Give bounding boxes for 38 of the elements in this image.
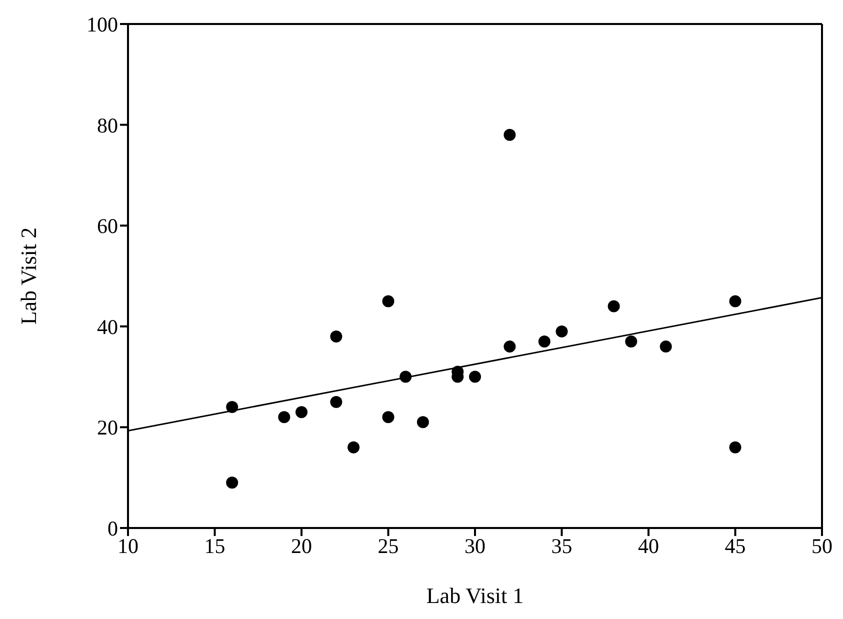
- y-tick-label: 60: [97, 214, 118, 238]
- x-tick-label: 35: [551, 534, 572, 558]
- point: [538, 336, 550, 348]
- y-axis-title: Lab Visit 2: [16, 227, 41, 325]
- x-tick-label: 20: [291, 534, 312, 558]
- point: [504, 340, 516, 353]
- point: [348, 441, 360, 454]
- point: [729, 295, 742, 308]
- point: [608, 300, 620, 312]
- x-tick-label: 25: [378, 534, 399, 558]
- x-tick-label: 40: [638, 534, 659, 558]
- point: [296, 406, 308, 418]
- point: [469, 370, 481, 383]
- x-tick-label: 45: [724, 534, 746, 558]
- point: [504, 128, 516, 141]
- x-tick-label: 10: [118, 534, 138, 558]
- point: [660, 340, 672, 353]
- point: [382, 411, 394, 424]
- point: [330, 396, 342, 408]
- point: [556, 325, 568, 338]
- y-tick-label: 80: [97, 113, 118, 138]
- y-tick-label: 100: [86, 12, 118, 36]
- point: [416, 416, 429, 428]
- y-tick-label: 20: [97, 416, 118, 440]
- x-axis-title: Lab Visit 1: [426, 583, 524, 608]
- point: [330, 330, 342, 342]
- point: [226, 476, 238, 489]
- point: [729, 441, 742, 454]
- y-tick-label: 0: [108, 516, 118, 540]
- point: [400, 370, 412, 383]
- x-tick-label: 50: [812, 534, 832, 558]
- x-tick-label: 30: [464, 534, 486, 558]
- point: [226, 401, 238, 414]
- x-tick-label: 15: [204, 534, 226, 558]
- y-tick-label: 40: [97, 314, 118, 339]
- point: [382, 295, 394, 308]
- point: [278, 411, 290, 424]
- point: [625, 336, 638, 348]
